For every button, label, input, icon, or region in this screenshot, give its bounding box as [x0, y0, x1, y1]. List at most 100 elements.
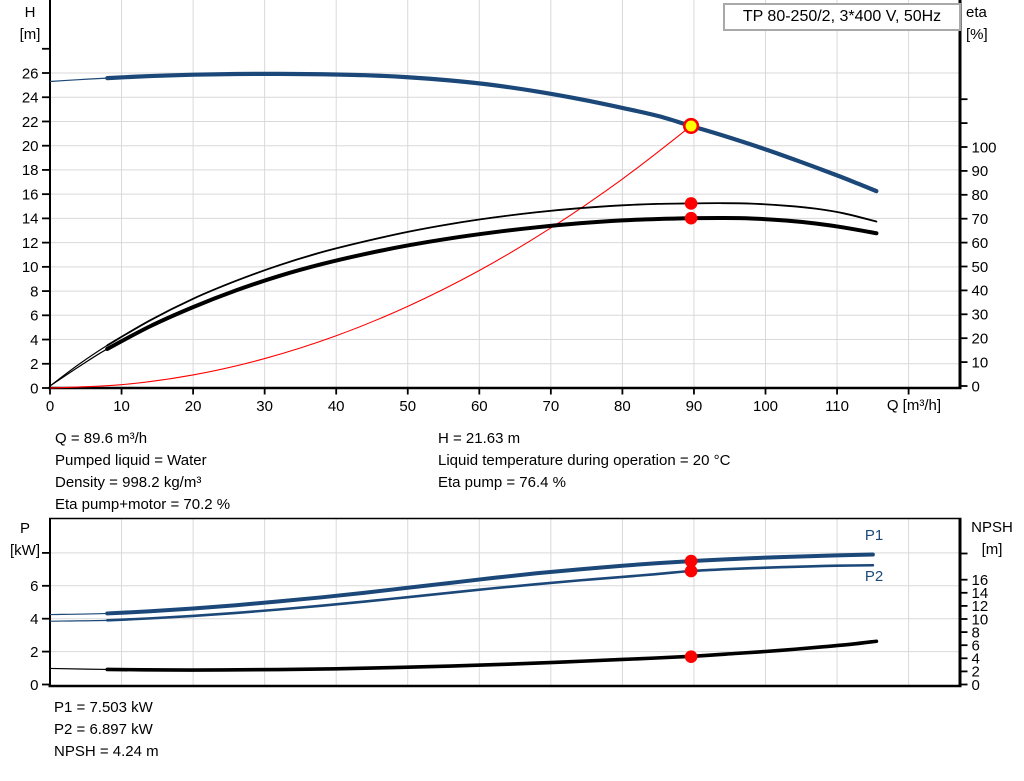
eta-pump-point-marker	[684, 197, 698, 210]
duty-point-marker[interactable]	[682, 117, 700, 135]
eta-pump-motor-point-marker	[684, 211, 698, 225]
info-pumped-liquid: Pumped liquid = Water	[55, 452, 207, 469]
h-axis-label: H [m]	[8, 2, 52, 46]
left-tick-label: 0	[30, 380, 38, 397]
operating-data-right: H = 21.63 m Liquid temperature during op…	[438, 428, 730, 494]
eta-pump-motor	[105, 215, 879, 351]
left-tick-label: 12	[22, 235, 39, 252]
right-tick-label: 8	[972, 624, 980, 641]
p2-curve	[105, 563, 875, 622]
left-tick-label: 22	[22, 114, 39, 131]
info-liquid-temperature: Liquid temperature during operation = 20…	[438, 452, 731, 469]
x-tick-label: 20	[185, 398, 202, 415]
npsh-curve	[105, 639, 879, 672]
result-values: P1 = 7.503 kW P2 = 6.897 kW NPSH = 4.24 …	[54, 697, 159, 763]
info-density: Density = 998.2 kg/m³	[55, 474, 202, 491]
chart-title-box: TP 80-250/2, 3*400 V, 50Hz	[723, 3, 961, 31]
h-axis-unit: [m]	[19, 26, 41, 43]
eta-pump-thin	[49, 202, 877, 387]
p2-point-marker	[684, 564, 698, 578]
left-tick-label: 2	[30, 356, 38, 373]
p-axis-name: P	[19, 520, 30, 537]
left-tick-label: 26	[22, 65, 39, 82]
p1-curve-thin	[49, 553, 873, 616]
head-curve-thin	[49, 73, 877, 192]
p2-curve-label: P2	[864, 568, 884, 585]
npsh-axis-label: NPSH [m]	[964, 517, 1020, 561]
left-tick-label: 4	[30, 332, 38, 349]
result-npsh: NPSH = 4.24 m	[54, 743, 159, 760]
left-tick-label: 18	[22, 162, 39, 179]
system-curve	[49, 125, 692, 389]
right-tick-label: 12	[972, 598, 989, 615]
left-tick-label: 10	[22, 259, 39, 276]
p-axis-label: P [kW]	[4, 518, 46, 562]
eta-pump	[106, 202, 878, 347]
head-curve	[105, 71, 879, 194]
right-tick-label: 16	[972, 572, 989, 589]
x-tick-label: 30	[256, 398, 273, 415]
right-tick-label: 30	[972, 307, 989, 324]
left-tick-label: 24	[22, 90, 39, 107]
left-tick-label: 0	[30, 677, 38, 694]
left-tick-label: 4	[30, 611, 38, 628]
result-p2: P2 = 6.897 kW	[54, 721, 153, 738]
x-tick-label: 40	[328, 398, 345, 415]
p1-point-marker	[684, 554, 698, 568]
x-tick-label: 60	[471, 398, 488, 415]
x-tick-label: 110	[825, 398, 849, 415]
right-tick-label: 0	[972, 378, 980, 395]
npsh-axis-unit: [m]	[981, 541, 1003, 558]
right-tick-label: 50	[972, 259, 989, 276]
result-p1: P1 = 7.503 kW	[54, 699, 153, 716]
x-tick-label: 80	[614, 398, 631, 415]
left-tick-label: 6	[30, 308, 38, 325]
npsh-point-marker	[684, 650, 698, 664]
left-tick-label: 20	[22, 138, 39, 155]
right-tick-label: 2	[972, 664, 980, 681]
left-tick-label: 6	[30, 578, 38, 595]
left-tick-label: 2	[30, 644, 38, 661]
info-eta-pump-motor: Eta pump+motor = 70.2 %	[55, 496, 231, 513]
q-axis-label: Q [m³/h]	[886, 397, 941, 414]
right-tick-label: 10	[972, 354, 989, 371]
npsh-axis-name: NPSH	[971, 519, 1013, 536]
left-tick-label: 14	[22, 211, 39, 228]
right-tick-label: 20	[972, 331, 989, 348]
left-tick-label: 8	[30, 283, 38, 300]
p2-curve-thin	[49, 564, 873, 622]
right-tick-label: 4	[972, 651, 980, 668]
p-axis-unit: [kW]	[10, 542, 40, 559]
right-tick-label: 14	[972, 585, 989, 602]
x-tick-label: 100	[753, 398, 778, 415]
eta-axis-unit: [%]	[966, 26, 988, 43]
right-tick-label: 70	[972, 211, 989, 228]
info-eta-pump: Eta pump = 76.4 %	[438, 474, 566, 491]
right-tick-label: 10	[972, 611, 989, 628]
info-h: H = 21.63 m	[438, 430, 521, 447]
eta-axis-name: eta	[966, 4, 987, 21]
x-tick-label: 50	[399, 398, 416, 415]
right-tick-label: 6	[972, 638, 980, 655]
right-tick-label: 60	[972, 235, 989, 252]
x-tick-label: 0	[46, 398, 54, 415]
h-axis-name: H	[24, 4, 36, 21]
p1-curve	[105, 552, 875, 616]
chart-title: TP 80-250/2, 3*400 V, 50Hz	[742, 8, 942, 25]
right-tick-label: 80	[972, 187, 989, 204]
right-tick-label: 0	[972, 677, 980, 694]
left-tick-label: 16	[22, 186, 39, 203]
right-tick-label: 90	[972, 163, 989, 180]
operating-data-left: Q = 89.6 m³/h Pumped liquid = Water Dens…	[55, 428, 230, 516]
info-q: Q = 89.6 m³/h	[55, 430, 148, 447]
x-tick-label: 70	[543, 398, 560, 415]
x-tick-label: 10	[113, 398, 130, 415]
x-tick-label: 90	[686, 398, 703, 415]
right-tick-label: 100	[972, 139, 997, 156]
eta-axis-label: eta [%]	[966, 2, 1010, 46]
right-tick-label: 40	[972, 283, 989, 300]
p1-curve-label: P1	[864, 527, 884, 544]
eta-pump-motor-thin	[49, 217, 877, 387]
